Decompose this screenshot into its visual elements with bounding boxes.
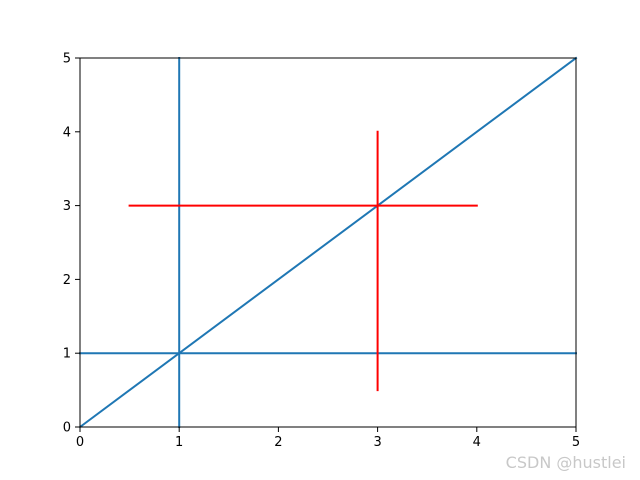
- y-tick-label: 4: [63, 125, 71, 140]
- series-line-0: [78, 56, 578, 429]
- x-tick-label: 4: [473, 435, 481, 450]
- plot-lines: [78, 56, 578, 429]
- x-axis: 0 1 2 3 4 5: [76, 427, 580, 450]
- x-tick-label: 5: [572, 435, 580, 450]
- watermark: CSDN @hustlei: [505, 453, 626, 472]
- y-tick-label: 1: [63, 347, 71, 362]
- y-axis: 0 1 2 3 4 5: [63, 52, 80, 436]
- axes-frame: [79, 57, 577, 428]
- y-tick-label: 2: [63, 273, 71, 288]
- y-tick-label: 3: [63, 199, 71, 214]
- y-tick-label: 5: [63, 52, 71, 67]
- y-tick-label: 0: [63, 421, 71, 436]
- x-tick-label: 1: [175, 435, 183, 450]
- x-tick-label: 2: [274, 435, 282, 450]
- x-tick-label: 3: [373, 435, 381, 450]
- x-tick-label: 0: [76, 435, 84, 450]
